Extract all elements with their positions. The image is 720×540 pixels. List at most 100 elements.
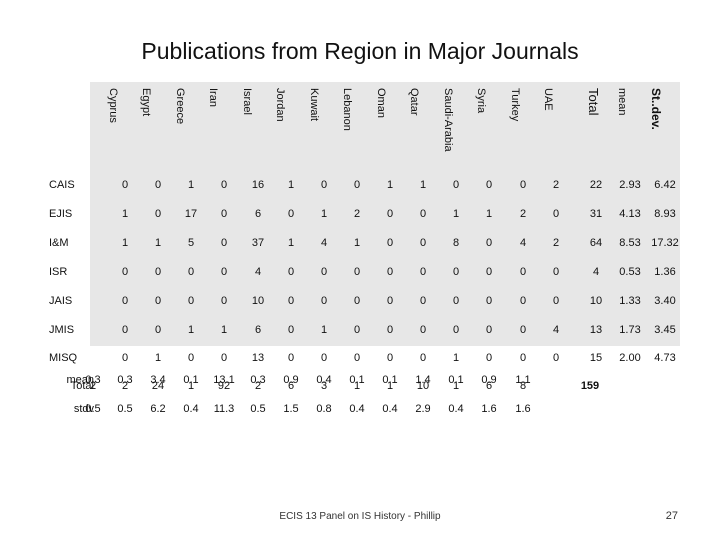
table-cell: 37 bbox=[251, 237, 265, 249]
table-cell: 5 bbox=[187, 237, 195, 249]
table-cell: 0 bbox=[121, 352, 129, 364]
table-cell: 0 bbox=[485, 237, 493, 249]
slide-title: Publications from Region in Major Journa… bbox=[141, 38, 579, 64]
table-cell: 0 bbox=[519, 266, 527, 278]
row-total: 64 bbox=[589, 237, 603, 249]
row-mean: 0.53 bbox=[619, 266, 641, 278]
column-header-oman: Oman bbox=[375, 88, 387, 118]
column-header-uae: UAE bbox=[542, 88, 554, 111]
mean-row-label: mean bbox=[66, 374, 94, 386]
stdv-row-label: stdv bbox=[73, 403, 94, 415]
mean-cell: 0.9 bbox=[481, 374, 497, 386]
table-cell: 0 bbox=[552, 295, 560, 307]
table-cell: 1 bbox=[320, 208, 328, 220]
table-cell: 2 bbox=[552, 237, 560, 249]
table-cell: 0 bbox=[220, 352, 228, 364]
table-cell: 2 bbox=[519, 208, 527, 220]
table-cell: 10 bbox=[251, 295, 265, 307]
table-cell: 0 bbox=[386, 324, 394, 336]
table-cell: 0 bbox=[485, 352, 493, 364]
table-cell: 1 bbox=[187, 179, 195, 191]
row-total: 31 bbox=[589, 208, 603, 220]
row-total: 22 bbox=[589, 179, 603, 191]
table-cell: 0 bbox=[320, 352, 328, 364]
row-label: JMIS bbox=[49, 324, 75, 336]
table-cell: 1 bbox=[154, 352, 162, 364]
table-cell: 0 bbox=[386, 295, 394, 307]
stdv-cell: 0.5 bbox=[117, 403, 133, 415]
row-mean: 1.33 bbox=[619, 295, 641, 307]
table-cell: 0 bbox=[353, 295, 361, 307]
table-cell: 0 bbox=[320, 295, 328, 307]
stdv-cell: 0.5 bbox=[85, 403, 101, 415]
table-cell: 0 bbox=[485, 266, 493, 278]
table-cell: 0 bbox=[519, 179, 527, 191]
table-cell: 0 bbox=[287, 352, 295, 364]
row-stdev: 6.42 bbox=[654, 179, 676, 191]
column-header-qatar: Qatar bbox=[408, 88, 420, 116]
stdv-cell: 1.6 bbox=[515, 403, 531, 415]
table-cell: 0 bbox=[485, 324, 493, 336]
table-cell: 0 bbox=[519, 295, 527, 307]
mean-cell: 1.4 bbox=[415, 374, 431, 386]
table-cell: 1 bbox=[386, 179, 394, 191]
table-cell: 1 bbox=[353, 237, 361, 249]
stdv-cell: 6.2 bbox=[150, 403, 166, 415]
table-cell: 1 bbox=[121, 208, 129, 220]
table-cell: 0 bbox=[419, 295, 427, 307]
total-cell: 3 bbox=[320, 380, 328, 392]
table-cell: 0 bbox=[220, 208, 228, 220]
table-cell: 1 bbox=[220, 324, 228, 336]
row-mean: 1.73 bbox=[619, 324, 641, 336]
table-cell: 0 bbox=[154, 208, 162, 220]
stdv-cell: 0.4 bbox=[349, 403, 365, 415]
stdv-cell: 0.8 bbox=[316, 403, 332, 415]
row-label: MISQ bbox=[49, 352, 78, 364]
total-cell: 6 bbox=[287, 380, 295, 392]
page-number: 27 bbox=[665, 510, 678, 522]
table-cell: 0 bbox=[353, 324, 361, 336]
table-cell: 0 bbox=[187, 295, 195, 307]
table-cell: 0 bbox=[519, 324, 527, 336]
row-stdev: 8.93 bbox=[654, 208, 676, 220]
table-cell: 0 bbox=[386, 266, 394, 278]
row-total: 4 bbox=[592, 266, 600, 278]
row-mean: 4.13 bbox=[619, 208, 641, 220]
column-header-stdev: St..dev. bbox=[649, 88, 663, 130]
table-cell: 0 bbox=[353, 266, 361, 278]
stdv-cell: 1.5 bbox=[283, 403, 299, 415]
table-cell: 0 bbox=[485, 295, 493, 307]
table-cell: 0 bbox=[419, 208, 427, 220]
row-stdev: 1.36 bbox=[654, 266, 676, 278]
table-cell: 0 bbox=[452, 266, 460, 278]
table-cell: 1 bbox=[154, 237, 162, 249]
row-total: 10 bbox=[589, 295, 603, 307]
row-label: ISR bbox=[49, 266, 68, 278]
mean-cell: 13.1 bbox=[213, 374, 235, 386]
stdv-cell: 0.4 bbox=[382, 403, 398, 415]
mean-cell: 0.4 bbox=[316, 374, 332, 386]
table-cell: 0 bbox=[386, 237, 394, 249]
table-cell: 0 bbox=[121, 295, 129, 307]
stdv-cell: 2.9 bbox=[415, 403, 431, 415]
table-cell: 0 bbox=[386, 208, 394, 220]
row-total: 15 bbox=[589, 352, 603, 364]
column-header-lebanon: Lebanon bbox=[341, 88, 353, 131]
table-cell: 2 bbox=[552, 179, 560, 191]
table-cell: 0 bbox=[121, 324, 129, 336]
table-cell: 0 bbox=[452, 324, 460, 336]
table-cell: 0 bbox=[121, 266, 129, 278]
mean-cell: 0.1 bbox=[349, 374, 365, 386]
table-cell: 4 bbox=[254, 266, 262, 278]
total-cell: 2 bbox=[121, 380, 129, 392]
total-row-label: Total bbox=[70, 380, 94, 392]
total-cell: 2 bbox=[89, 380, 97, 392]
row-total: 13 bbox=[589, 324, 603, 336]
table-cell: 0 bbox=[419, 324, 427, 336]
stdv-cell: 1.6 bbox=[481, 403, 497, 415]
total-cell: 92 bbox=[217, 380, 231, 392]
table-cell: 0 bbox=[220, 237, 228, 249]
row-label: I&M bbox=[49, 237, 69, 249]
total-cell: 1 bbox=[386, 380, 394, 392]
table-cell: 0 bbox=[353, 352, 361, 364]
